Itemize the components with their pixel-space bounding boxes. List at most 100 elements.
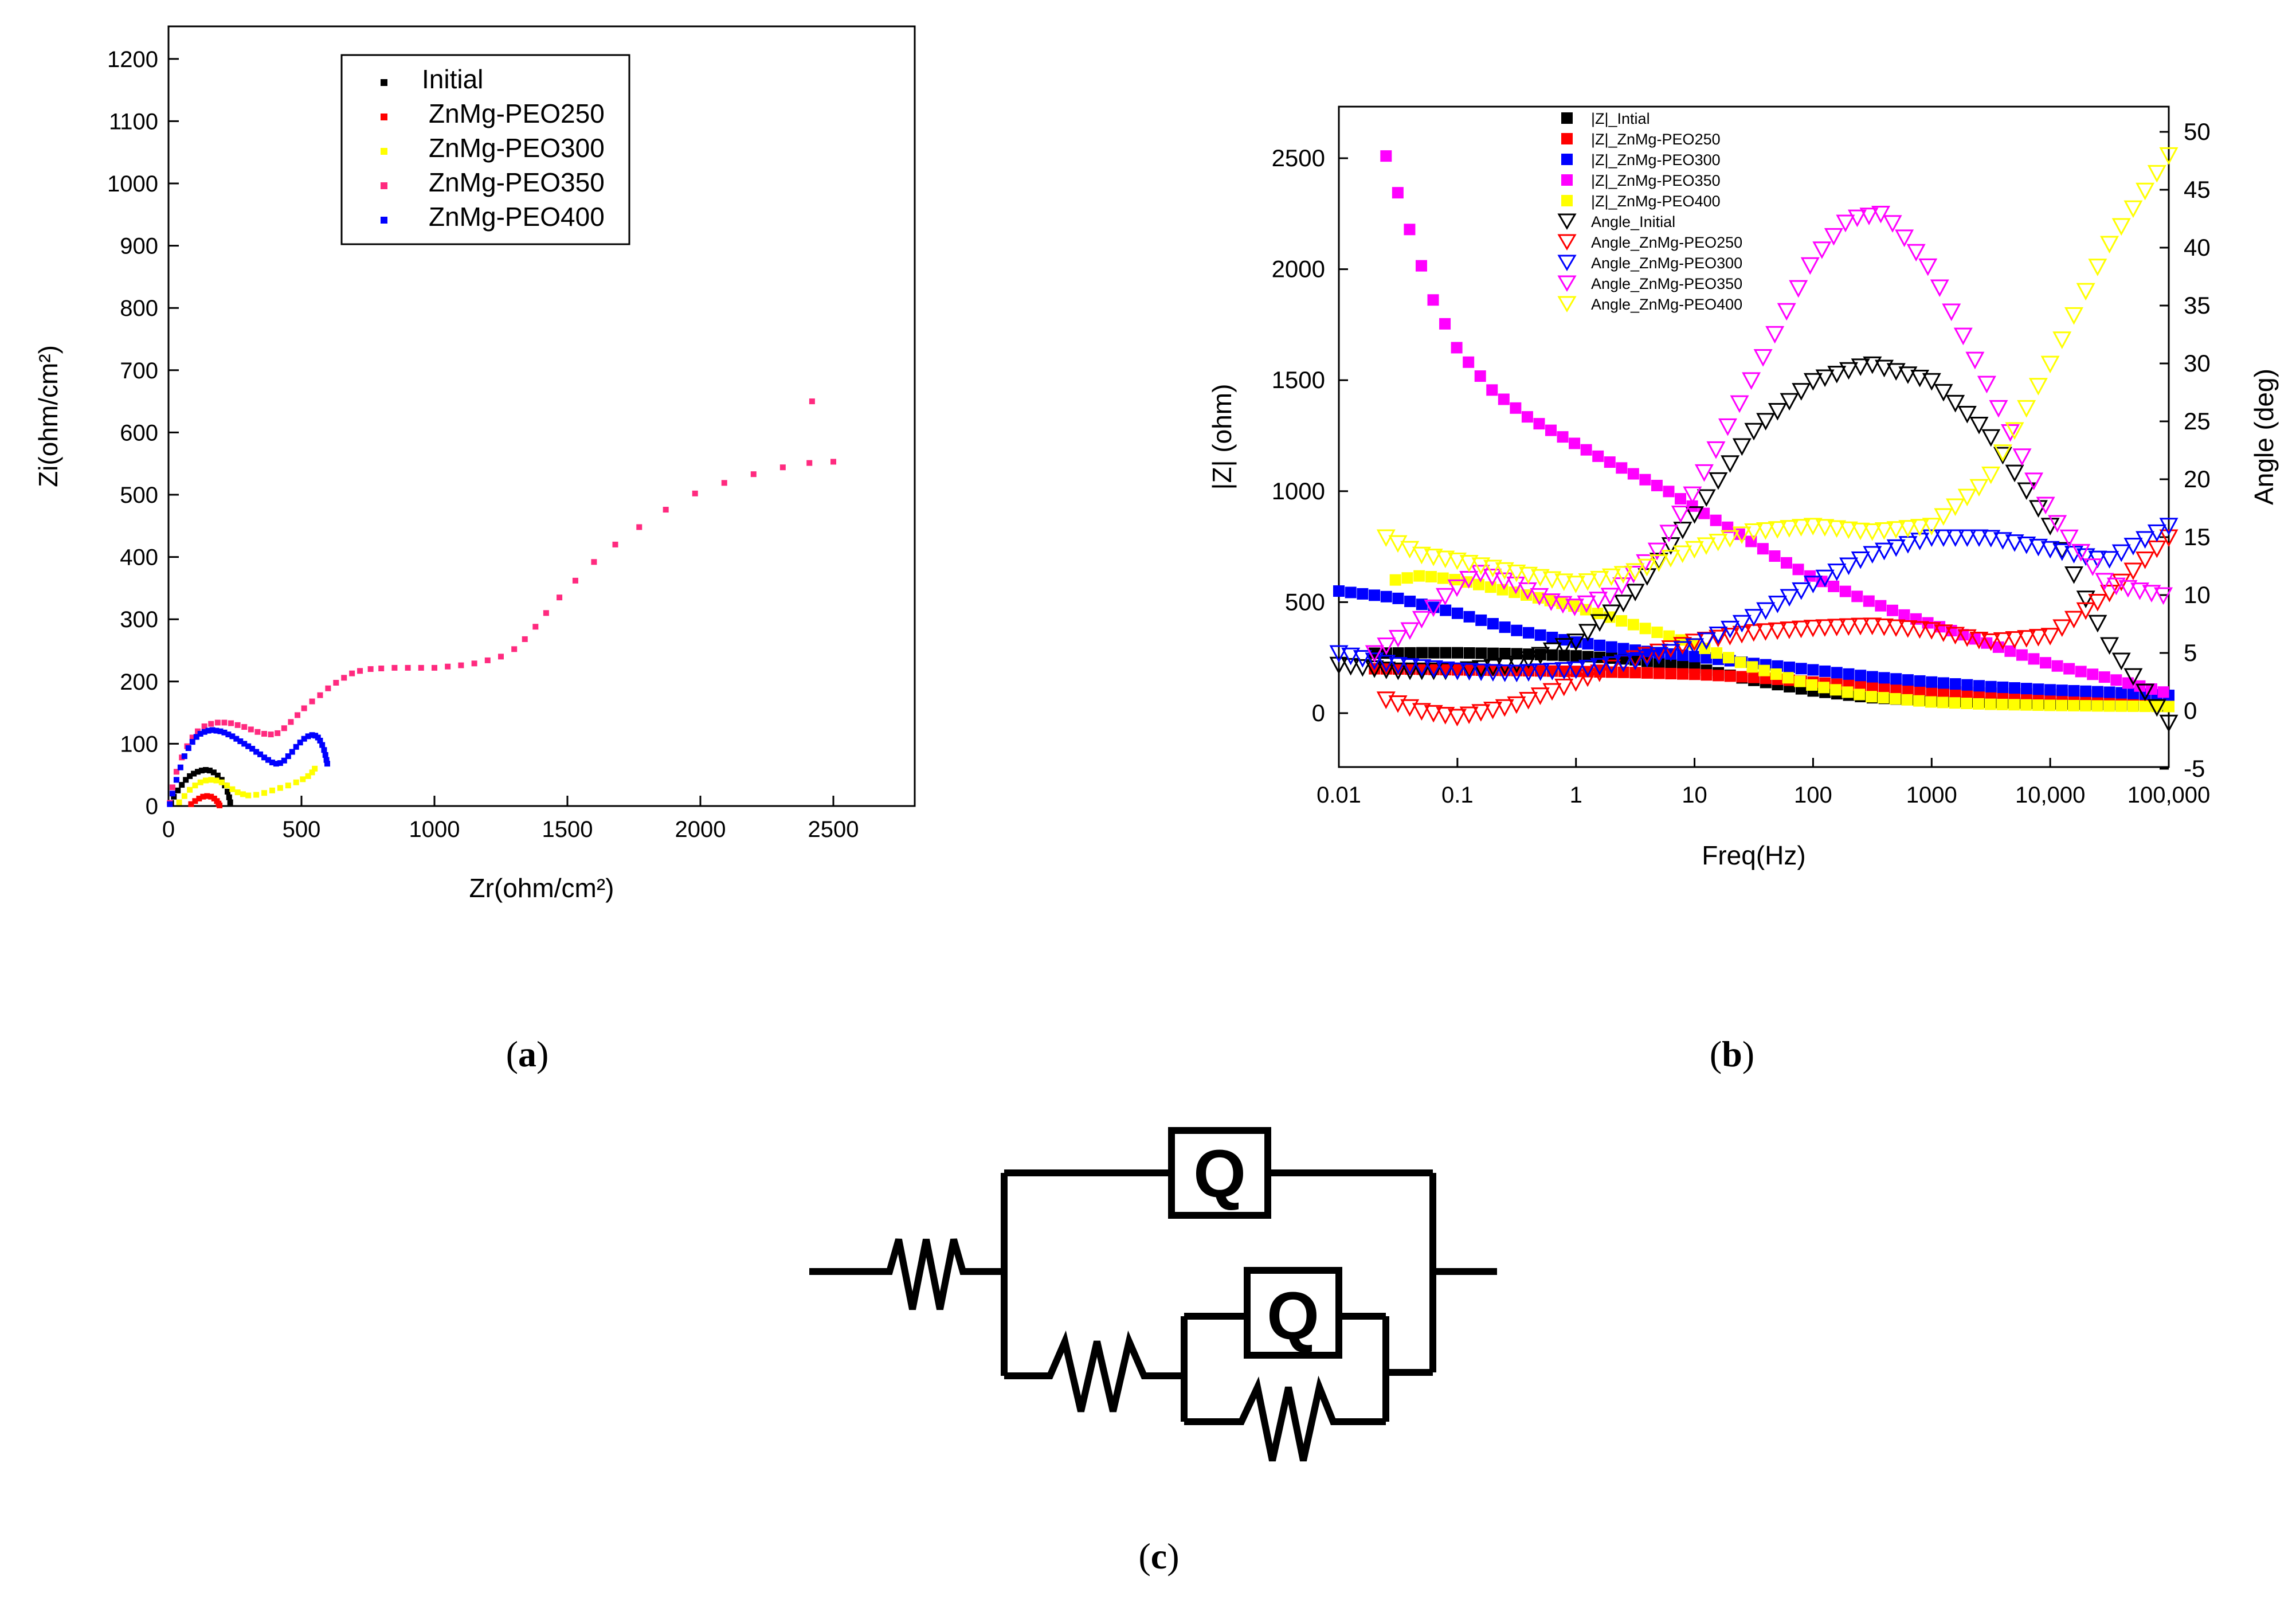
data-point: [1639, 474, 1651, 486]
data-point: [309, 732, 315, 738]
data-point: [1878, 682, 1890, 694]
data-point: [1934, 384, 1953, 402]
data-point: [612, 541, 618, 547]
data-point: [1993, 632, 2012, 650]
data-point: [1436, 661, 1455, 679]
y2-axis-tick-label: 40: [2184, 234, 2211, 261]
data-point: [281, 757, 287, 764]
data-point: [2091, 686, 2103, 698]
panel-c-equivalent-circuit: Q Q: [809, 1127, 1497, 1462]
data-point: [1486, 384, 1498, 396]
data-point: [2028, 500, 2048, 518]
data-point: [1685, 506, 1705, 524]
data-point: [1795, 663, 1807, 675]
data-point: [1696, 632, 1716, 650]
data-point: [1965, 351, 1985, 370]
data-point: [321, 747, 327, 753]
data-point: [1863, 356, 1882, 374]
data-point: [1604, 456, 1616, 468]
data-point: [2100, 236, 2119, 254]
data-point: [1918, 258, 1938, 276]
data-point: [1392, 187, 1404, 199]
data-point: [1926, 685, 1938, 697]
data-point: [2028, 378, 2048, 396]
data-point: [1866, 681, 1878, 693]
chart-a-y-axis-title: Zi(ohm/cm²): [33, 345, 63, 487]
data-point: [1898, 366, 1918, 384]
data-point: [557, 594, 563, 601]
data-point: [1851, 617, 1870, 636]
data-point: [1565, 598, 1584, 616]
data-point: [1507, 696, 1526, 714]
data-point: [1545, 424, 1557, 436]
data-point: [2115, 687, 2127, 699]
data-point: [305, 733, 311, 740]
data-point: [1440, 604, 1452, 616]
data-point: [179, 782, 185, 788]
data-point: [1412, 611, 1431, 629]
data-point: [1724, 670, 1736, 682]
data-point: [234, 789, 241, 796]
data-point: [1969, 479, 1989, 497]
chart-b-y2-axis-title: Angle (deg): [2249, 369, 2279, 505]
data-point: [1721, 455, 1740, 473]
data-point: [2075, 666, 2087, 678]
data-point: [1993, 532, 2012, 550]
data-point: [458, 662, 464, 668]
data-point: [1851, 590, 1863, 603]
data-point: [1376, 691, 1396, 709]
data-point: [2088, 615, 2107, 633]
data-point: [2106, 577, 2126, 596]
data-point: [543, 610, 549, 616]
data-point: [1803, 620, 1823, 637]
data-point: [1886, 521, 1906, 539]
data-point: [1447, 552, 1467, 570]
data-point: [2147, 165, 2166, 183]
data-point: [1901, 694, 1913, 706]
data-point: [1582, 651, 1594, 663]
data-point: [2028, 653, 2040, 665]
data-point: [1437, 572, 1449, 584]
series-znmg-peo250: [188, 793, 223, 808]
data-point: [1569, 437, 1581, 449]
data-point: [1329, 645, 1349, 663]
data-point: [1969, 529, 1989, 547]
data-point: [1949, 697, 1961, 709]
data-point: [183, 777, 189, 783]
data-point: [261, 731, 268, 737]
data-point: [1649, 647, 1669, 665]
data-point: [1653, 667, 1665, 679]
data-point: [1641, 667, 1653, 679]
data-point: [1946, 627, 1965, 645]
data-point: [257, 751, 264, 757]
y-axis-tick-label: 600: [120, 420, 158, 445]
data-point: [2159, 714, 2179, 733]
data-point: [167, 801, 173, 807]
data-point: [2005, 631, 2024, 649]
data-point: [229, 786, 236, 792]
data-point: [1471, 660, 1491, 678]
data-point: [2051, 660, 2063, 672]
data-point: [1877, 692, 1889, 704]
data-point: [1934, 624, 1953, 642]
data-point: [2005, 464, 2024, 483]
data-point: [1627, 468, 1639, 480]
data-point: [1625, 563, 1645, 581]
data-point: [1942, 303, 1961, 322]
caption-c: (c): [1138, 1536, 1179, 1576]
data-point: [1866, 671, 1878, 683]
data-point: [1863, 595, 1875, 607]
data-point: [1742, 372, 1761, 390]
data-point: [209, 727, 216, 733]
data-point: [199, 768, 205, 774]
data-point: [1815, 369, 1835, 388]
data-point: [171, 793, 177, 800]
data-point: [300, 776, 306, 783]
data-point: [301, 705, 307, 711]
y2-axis-tick-label: 35: [2184, 292, 2211, 319]
data-point: [2032, 683, 2044, 695]
data-point: [2009, 682, 2021, 694]
data-point: [1577, 595, 1596, 613]
data-point: [1922, 518, 1941, 535]
data-point: [1487, 618, 1499, 630]
